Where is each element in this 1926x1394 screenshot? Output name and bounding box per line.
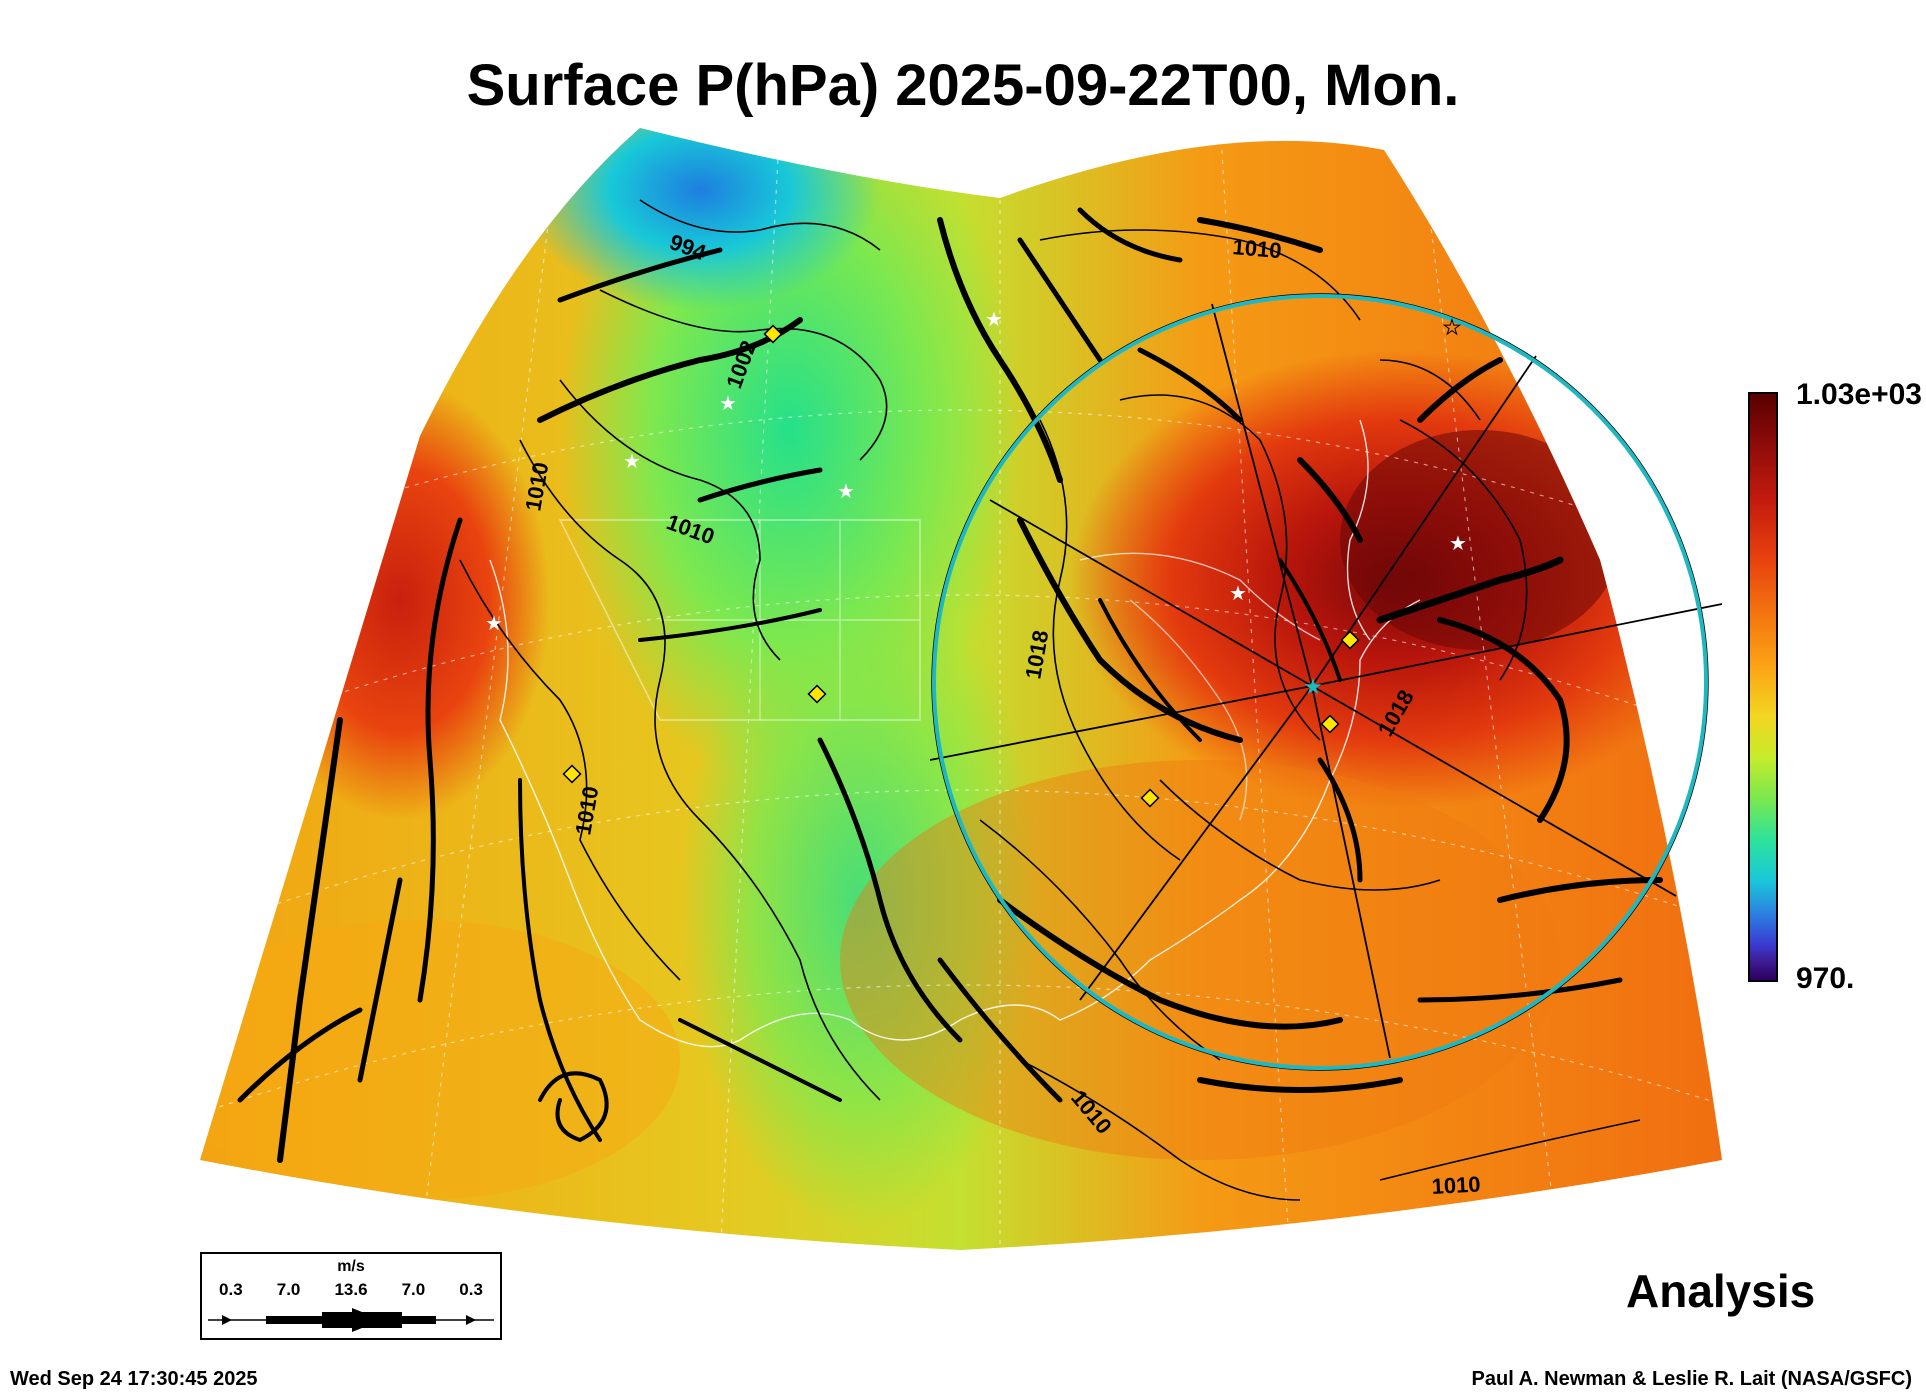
diamond-marker <box>1140 788 1160 808</box>
wind-legend-value: 0.3 <box>459 1280 483 1299</box>
star-marker: ★ <box>837 479 855 503</box>
diamond-marker <box>763 324 783 344</box>
wind-legend-values: 0.3 7.0 13.6 7.0 0.3 <box>202 1280 500 1300</box>
star-marker: ★ <box>623 449 641 473</box>
wind-legend-value: 0.3 <box>219 1280 243 1299</box>
diamond-marker <box>807 684 827 704</box>
field-shading <box>200 128 1722 1250</box>
plot-title: Surface P(hPa) 2025-09-22T00, Mon. <box>466 53 1460 118</box>
timestamp: Wed Sep 24 17:30:45 2025 <box>10 1368 258 1390</box>
contour-label: 1010 <box>1431 1171 1481 1199</box>
star-marker: ★ <box>1229 581 1247 605</box>
center-star-marker: ★ <box>1303 675 1323 700</box>
star-marker: ★ <box>985 307 1003 331</box>
colorbar-max-label: 1.03e+03 <box>1796 378 1922 411</box>
star-marker: ★ <box>1449 531 1467 555</box>
radial-lines <box>929 303 1723 1059</box>
isobars <box>459 199 1641 1201</box>
contour-label: 1010 <box>1232 234 1283 263</box>
diamond-marker <box>1320 714 1340 734</box>
wind-legend: m/s 0.3 7.0 13.6 7.0 0.3 <box>200 1252 502 1340</box>
wind-legend-arrow <box>208 1308 494 1332</box>
star-markers: ★ ★ ★ ★ ★ ★ ★ ★ <box>485 307 1467 635</box>
graticule <box>209 128 1722 1250</box>
star-marker: ★ <box>485 611 503 635</box>
wind-legend-value: 7.0 <box>401 1280 426 1299</box>
observation-ring-cyan <box>932 294 1708 1070</box>
colorbar <box>1748 392 1778 982</box>
diamond-marker <box>562 764 582 784</box>
wind-legend-value: 7.0 <box>276 1280 301 1299</box>
credit: Paul A. Newman & Leslie R. Lait (NASA/GS… <box>1471 1368 1912 1390</box>
colorbar-min-label: 970. <box>1796 962 1855 995</box>
coastlines <box>489 419 1421 1048</box>
wind-legend-value: 13.6 <box>334 1280 368 1299</box>
star-marker: ★ <box>719 391 737 415</box>
diamond-marker <box>1340 630 1360 650</box>
diamond-markers <box>562 324 1360 808</box>
panel-label: Analysis <box>1626 1265 1816 1317</box>
wind-legend-unit: m/s <box>337 1258 365 1275</box>
star-marker: ★ <box>1443 315 1461 339</box>
